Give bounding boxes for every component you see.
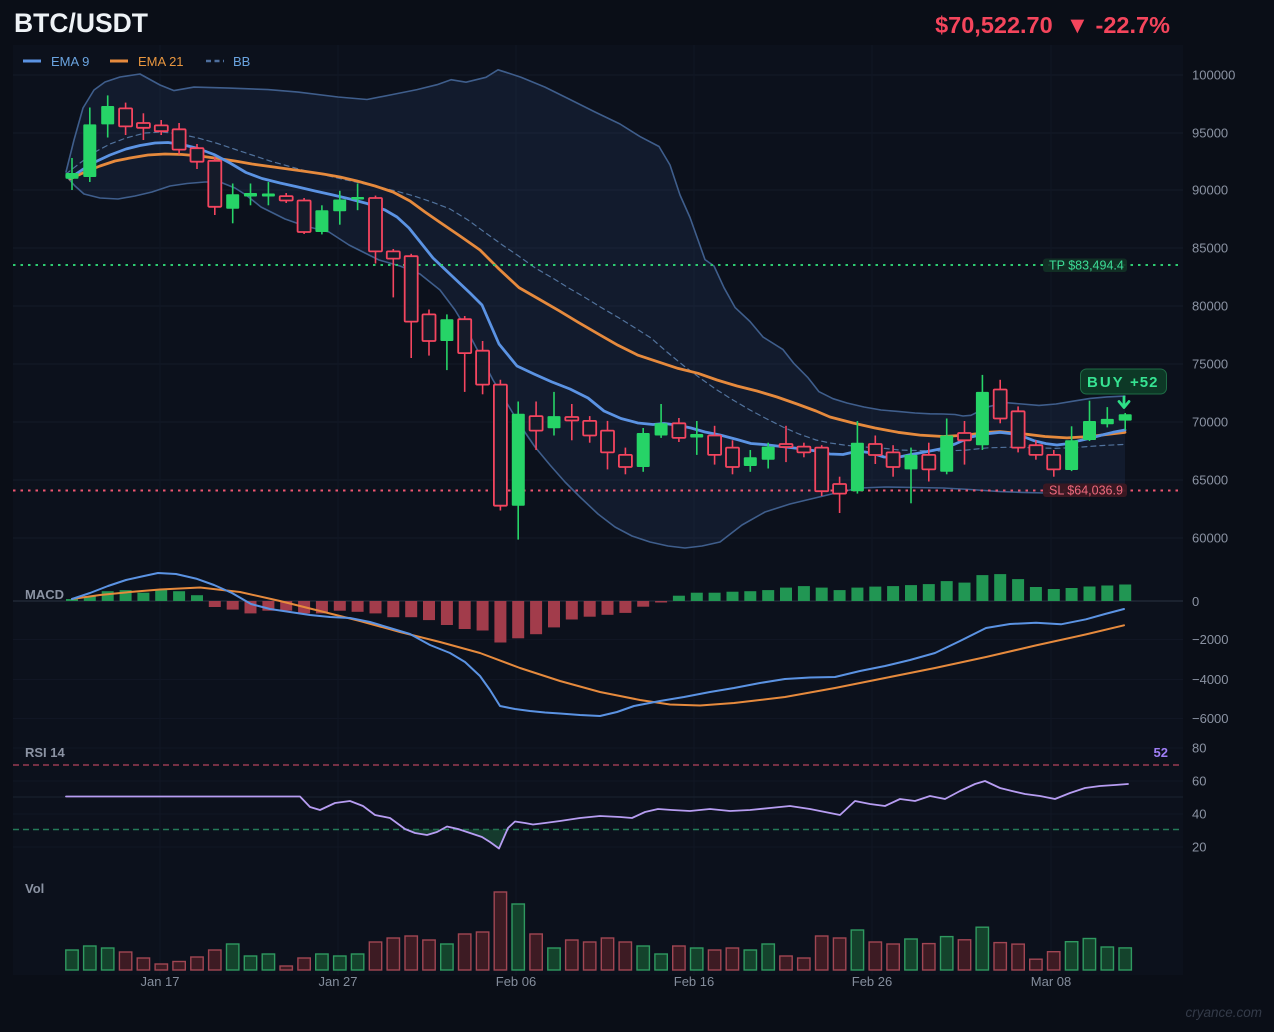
- svg-text:cryance.com: cryance.com: [1185, 1005, 1262, 1020]
- svg-text:MACD: MACD: [25, 587, 64, 602]
- svg-text:80: 80: [1192, 741, 1206, 756]
- svg-text:Vol: Vol: [25, 881, 44, 896]
- svg-text:Jan 27: Jan 27: [318, 974, 357, 989]
- svg-text:Feb 16: Feb 16: [674, 974, 714, 989]
- svg-text:75000: 75000: [1192, 357, 1228, 372]
- svg-text:EMA 9: EMA 9: [51, 54, 89, 69]
- svg-text:85000: 85000: [1192, 241, 1228, 256]
- svg-text:52: 52: [1154, 745, 1168, 760]
- svg-text:BTC/USDT: BTC/USDT: [14, 8, 148, 38]
- svg-text:60: 60: [1192, 774, 1206, 789]
- svg-text:−6000: −6000: [1192, 711, 1229, 726]
- svg-text:40: 40: [1192, 807, 1206, 822]
- svg-text:TP $83,494.4: TP $83,494.4: [1049, 259, 1124, 273]
- svg-text:$70,522.70 ▼ -22.7%: $70,522.70 ▼ -22.7%: [935, 12, 1170, 38]
- svg-text:Jan 17: Jan 17: [140, 974, 179, 989]
- svg-text:BB: BB: [233, 54, 250, 69]
- svg-text:90000: 90000: [1192, 183, 1228, 198]
- svg-text:20: 20: [1192, 840, 1206, 855]
- svg-text:−4000: −4000: [1192, 672, 1229, 687]
- svg-text:60000: 60000: [1192, 531, 1228, 546]
- svg-text:−2000: −2000: [1192, 632, 1229, 647]
- svg-text:100000: 100000: [1192, 68, 1235, 83]
- svg-text:95000: 95000: [1192, 126, 1228, 141]
- svg-text:RSI 14: RSI 14: [25, 745, 66, 760]
- svg-text:BUY: BUY: [1087, 374, 1125, 391]
- svg-text:+52: +52: [1130, 374, 1158, 391]
- svg-text:80000: 80000: [1192, 299, 1228, 314]
- svg-text:Feb 26: Feb 26: [852, 974, 892, 989]
- svg-text:65000: 65000: [1192, 473, 1228, 488]
- svg-text:EMA 21: EMA 21: [138, 54, 184, 69]
- svg-text:70000: 70000: [1192, 415, 1228, 430]
- svg-text:Feb 06: Feb 06: [496, 974, 536, 989]
- svg-text:Mar 08: Mar 08: [1031, 974, 1071, 989]
- svg-text:SL $64,036.9: SL $64,036.9: [1049, 484, 1123, 498]
- svg-text:0: 0: [1192, 594, 1199, 609]
